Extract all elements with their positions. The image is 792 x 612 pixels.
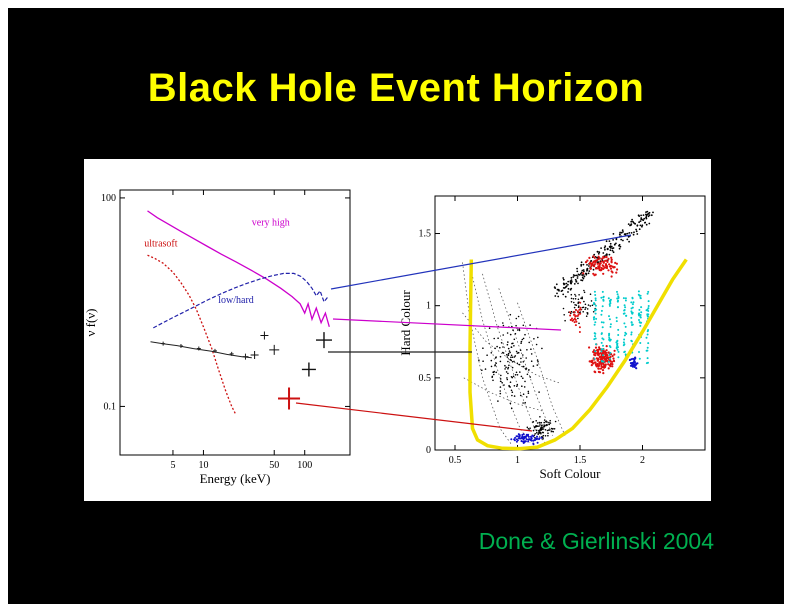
low-hard-label: low/hard [218,295,254,306]
sed-plot-xlabel: Energy (keV) [200,471,271,486]
cyan-band [592,290,650,365]
sed-plot-ylabel: ν f(ν) [84,309,98,337]
grid-5 [517,302,566,436]
data-cross [260,331,269,340]
slide: Black Hole Event Horizon 5 10 50 100 100 0.1 E… [8,8,784,604]
data-cross [269,344,280,355]
slide-title: Black Hole Event Horizon [147,66,645,110]
sed-plot: 5 10 50 100 100 0.1 Energy (keV) ν f(ν) very hig… [84,189,351,486]
low-hard [153,272,329,329]
bottom-cloud [526,416,557,440]
sed-plot-xtick: 5 [170,460,175,471]
left-cloud [478,313,543,410]
ccd-plot-xtick: 1.5 [574,455,587,466]
grid-6 [462,312,562,384]
data-cross [196,346,201,351]
ccd-plot-xlabel: Soft Colour [539,466,601,481]
red-tail [569,301,582,333]
grid-3 [482,273,546,444]
sed-plot-xtick: 100 [297,460,312,471]
ultrasoft [147,254,237,416]
ccd-plot-xtick: 1 [515,455,520,466]
jet-line [468,258,688,451]
ccd-plot-xtick: 2 [640,455,645,466]
ccd-plot-ytick: 1.5 [419,229,432,240]
low-hard-link [330,234,632,290]
hard-streak [553,210,654,298]
ultrasoft-label: ultrasoft [144,238,178,249]
grid-4 [498,288,553,436]
sed-plot-ytick: 0.1 [104,401,117,412]
ccd-plot-ytick: 0 [426,445,431,456]
state-connectors [295,234,632,432]
ccd-plot-ytick: 1 [426,301,431,312]
blue-right [628,356,639,370]
very-high [147,210,330,327]
data-cross [178,344,183,349]
sed-plot-xtick: 10 [198,460,208,471]
red-main [588,343,616,375]
hard-lower [150,341,252,359]
ccd-plot-ytick: 0.5 [419,373,432,384]
data-cross [229,351,234,356]
sed-plot-ytick: 100 [101,193,116,204]
grid-2 [469,265,531,443]
figure-panel: 5 10 50 100 100 0.1 Energy (keV) ν f(ν) very hig… [84,159,711,501]
data-cross [278,387,301,410]
data-cross [212,348,217,353]
sed-plot-xtick: 50 [269,460,279,471]
blue-bottom [510,433,543,446]
data-cross [315,332,332,349]
data-cross [242,353,249,360]
ultrasoft-link [295,402,533,432]
citation: Done & Gierlinski 2004 [478,528,714,554]
data-cross [250,350,259,359]
data-cross [301,362,316,377]
mid-cloud [562,289,596,325]
grid-7 [463,377,543,412]
ccd-plot-xtick: 0.5 [449,455,462,466]
red-upper [582,255,619,278]
very-high-label: very high [252,218,290,229]
very-high-link [332,318,562,331]
data-cross [161,341,166,346]
grid-1 [462,262,512,445]
